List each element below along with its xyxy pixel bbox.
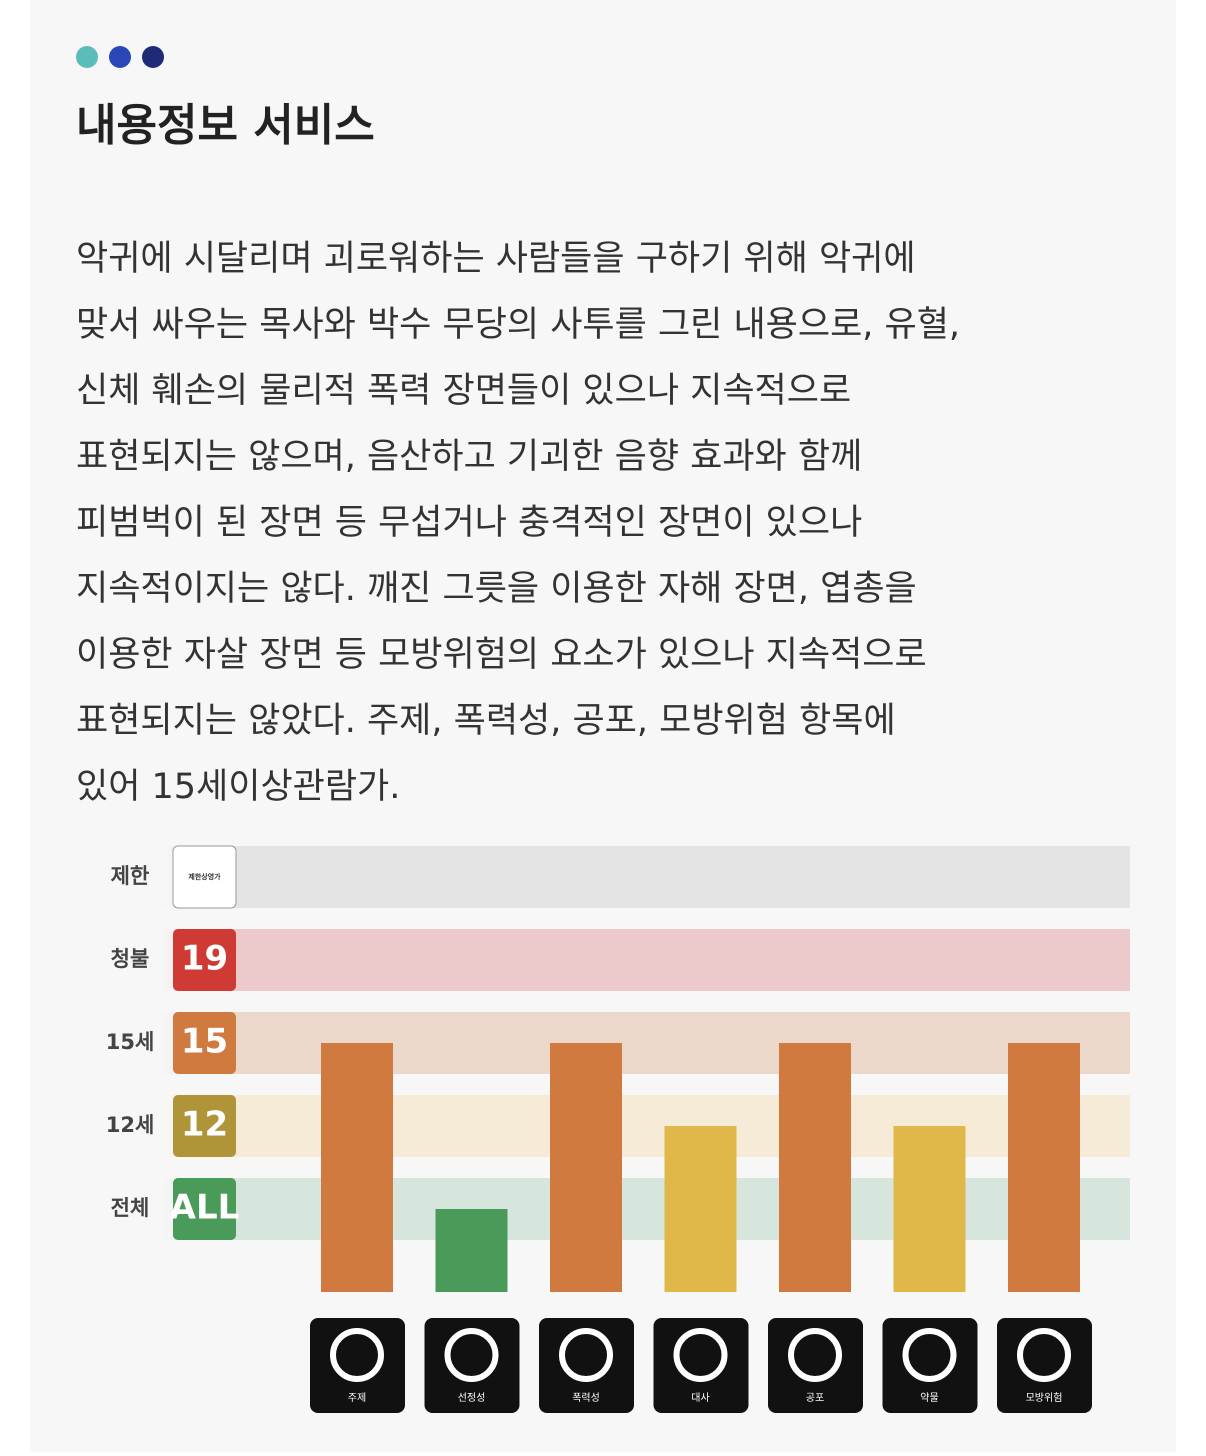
x-tick-label: 폭력성 [572, 1392, 600, 1404]
paragraph-line: 표현되지는 않으며, 음산하고 기괴한 음향 효과와 함께 [76, 437, 862, 477]
y-tick-label: 12세 [106, 1113, 155, 1137]
paragraph-line: 신체 훼손의 물리적 폭력 장면들이 있으나 지속적으로 [76, 371, 851, 411]
x-tick-label: 공포 [806, 1392, 824, 1404]
icon-glyph [902, 1328, 957, 1382]
rating-badge-label: ALL [170, 1188, 240, 1228]
y-tick-label: 청불 [111, 947, 150, 971]
y-tick-label: 15세 [106, 1030, 155, 1054]
bar [435, 1209, 508, 1292]
bar [893, 1126, 966, 1292]
x-tick-label: 약물 [920, 1392, 938, 1404]
icon-glyph [673, 1328, 728, 1382]
band-fade [160, 1012, 1130, 1074]
paragraph-line: 지속적이지는 않다. 깨진 그릇을 이용한 자해 장면, 엽총을 [76, 569, 917, 609]
band-fade [160, 929, 1130, 991]
x-tick-label: 대사 [691, 1392, 709, 1404]
band-fade [160, 846, 1130, 908]
y-tick-label: 전체 [111, 1196, 150, 1220]
bar [321, 1043, 393, 1292]
bar [550, 1043, 622, 1292]
icon-glyph [330, 1328, 384, 1382]
rating-badge [172, 845, 237, 909]
dot [109, 46, 131, 68]
rating-badge [173, 929, 236, 991]
band-fade [160, 1178, 1130, 1240]
rating-badge [173, 1095, 236, 1157]
icon-glyph [1017, 1328, 1071, 1382]
x-tick-label: 모방위험 [1026, 1391, 1063, 1404]
bar [1008, 1043, 1080, 1292]
icon-glyph [444, 1328, 499, 1382]
rating-badge [173, 1012, 236, 1074]
paragraph-line: 있어 15세이상관람가. [76, 767, 400, 807]
icon-glyph [788, 1328, 842, 1382]
band-fade [160, 1095, 1130, 1157]
paragraph-line: 맞서 싸우는 목사와 박수 무당의 사투를 그린 내용으로, 유혈, [76, 305, 960, 345]
x-tick-label: 선정성 [458, 1392, 486, 1404]
y-tick-label: 제한 [111, 864, 150, 888]
rating-badge-label: 15 [181, 1022, 228, 1062]
paragraph-line: 악귀에 시달리며 괴로워하는 사람들을 구하기 위해 악귀에 [76, 239, 916, 279]
rating-badge-label: 12 [181, 1105, 228, 1145]
dot [142, 46, 164, 68]
bar [664, 1126, 737, 1292]
paragraph-line: 이용한 자살 장면 등 모방위험의 요소가 있으나 지속적으로 [76, 635, 927, 675]
x-tick-label: 주제 [348, 1392, 366, 1404]
rating-badge-label: 19 [181, 939, 228, 979]
title: 내용정보 서비스 [76, 100, 375, 151]
dot [76, 46, 98, 68]
icon-glyph [559, 1328, 613, 1382]
paragraph-line: 피범벅이 된 장면 등 무섭거나 충격적인 장면이 있으나 [76, 503, 862, 543]
rating-badge-label: 제한상영가 [188, 872, 221, 881]
paragraph-line: 표현되지는 않았다. 주제, 폭력성, 공포, 모방위험 항목에 [76, 701, 896, 741]
bar [779, 1043, 851, 1292]
rating-badge [173, 1178, 236, 1240]
